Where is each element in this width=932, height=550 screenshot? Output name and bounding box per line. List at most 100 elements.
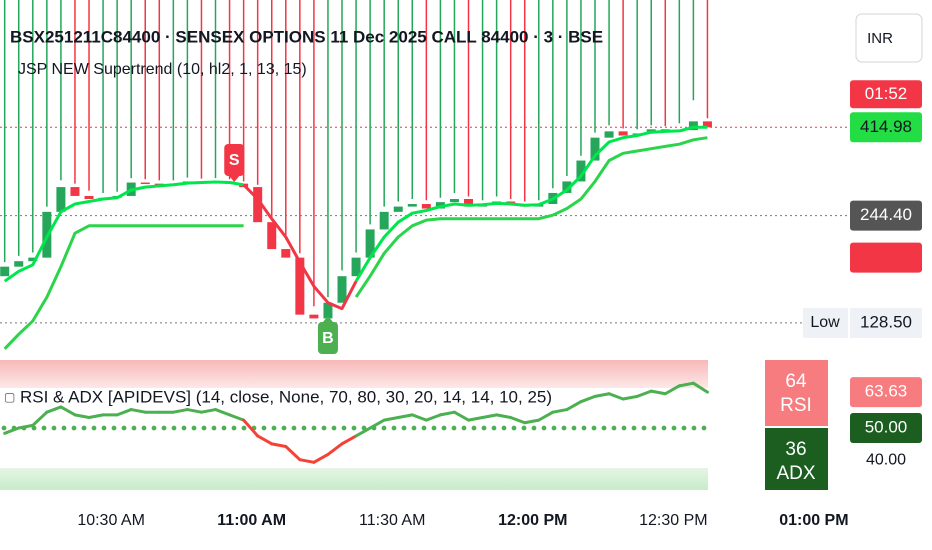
midline-dot [441, 425, 447, 431]
midline-dot [41, 425, 47, 431]
midline-dot [501, 425, 507, 431]
midline-dot [421, 425, 427, 431]
midline-dot [221, 425, 227, 431]
signal-label: B [322, 330, 334, 347]
rsi-segment [691, 381, 709, 394]
supertrend-line [3, 125, 708, 283]
currency[interactable]: INR [867, 30, 893, 47]
midline-dot [181, 425, 187, 431]
rsi-segment [171, 408, 189, 414]
midline-dot [481, 425, 487, 431]
midline-dot [341, 425, 347, 431]
rsi-segment [242, 418, 260, 438]
midline-dot [651, 425, 657, 431]
midline-dot [581, 425, 587, 431]
rsi-segment [452, 410, 471, 422]
midline-dot [541, 425, 547, 431]
candle-body [421, 204, 431, 209]
rsi-segment [410, 413, 428, 422]
midline-dot [201, 425, 207, 431]
midline-dot [191, 425, 197, 431]
midline-dot [231, 425, 237, 431]
supertrend-line [3, 136, 708, 350]
indicator-icon: ▢ [4, 390, 15, 404]
midline-dot [91, 425, 97, 431]
candle-body [295, 257, 305, 315]
rsi-segment [663, 384, 681, 396]
rsi-segment [214, 408, 232, 417]
rsi-segment [256, 434, 274, 446]
midline-dot [1, 425, 7, 431]
rsi-segment [199, 408, 218, 414]
midline-dot [671, 425, 677, 431]
midline-dot [631, 425, 637, 431]
badge-value: 36 [785, 439, 806, 460]
candle-body [379, 211, 389, 230]
midline-dot [81, 425, 87, 431]
midline-dot [101, 425, 107, 431]
x-tick-label: 11:30 AM [359, 512, 425, 529]
midline-dot [61, 425, 67, 431]
candle-body [281, 249, 291, 258]
rsi-segment [59, 405, 77, 417]
midline-dot [111, 425, 117, 431]
midline-dot [121, 425, 127, 431]
rsi-segment [340, 434, 358, 446]
badge-value: 64 [785, 371, 807, 392]
rsi-segment [354, 426, 372, 438]
midline-dot [491, 425, 497, 431]
rsi-segment [579, 394, 597, 404]
candle-body [618, 131, 628, 136]
candle-body [604, 131, 614, 138]
rsi-segment [368, 418, 386, 430]
candle-body [576, 160, 586, 182]
candle-body [337, 276, 347, 303]
midline-dot [331, 425, 337, 431]
rsi-segment [73, 413, 91, 419]
midline-dot [71, 425, 77, 431]
x-tick-label: 12:30 PM [639, 512, 707, 529]
candle-body [562, 181, 572, 193]
signal-pointer [229, 176, 240, 182]
overbought-band [0, 360, 708, 388]
midline-dot [291, 425, 297, 431]
midline-dot [511, 425, 517, 431]
midline-dot [151, 425, 157, 431]
midline-dot [701, 425, 707, 431]
candle-body [407, 204, 417, 207]
midline-dot [661, 425, 667, 431]
candle-body [393, 206, 403, 212]
rsi-segment [649, 389, 667, 396]
candle-body [28, 257, 38, 262]
candle-body [14, 261, 24, 267]
midline-dot [621, 425, 627, 431]
rsi-segment [270, 442, 288, 448]
x-tick-label: 11:00 AM [217, 512, 286, 529]
midline-dot [241, 425, 247, 431]
rsi-segment [115, 408, 133, 417]
last-value: 63.63 [865, 382, 908, 401]
midline-label: 50.00 [865, 418, 908, 437]
chart-title: BSX251211C84400 · SENSEX OPTIONS 11 Dec … [10, 27, 603, 46]
midline-dot [681, 425, 687, 431]
candle-body [590, 137, 600, 161]
rsi-segment [424, 413, 442, 422]
last-value-bg [850, 377, 922, 408]
midline-dot [411, 425, 417, 431]
candle-body [365, 229, 375, 258]
currency-button[interactable] [855, 13, 923, 63]
candle-body [351, 257, 361, 277]
midline-dot [471, 425, 477, 431]
candle-body [253, 187, 263, 223]
rsi-segment [17, 423, 35, 430]
signal-pointer [322, 316, 333, 322]
midline-dot [271, 425, 277, 431]
badge-label: RSI [780, 395, 812, 416]
rsi-segment [509, 415, 527, 425]
rsi-segment [523, 418, 541, 425]
candle-body [702, 121, 712, 128]
indicator-name: JSP NEW Supertrend (10, hl2, 1, 13, 15) [18, 61, 307, 78]
low-tag-bg [803, 307, 848, 338]
midline-dot [311, 425, 317, 431]
